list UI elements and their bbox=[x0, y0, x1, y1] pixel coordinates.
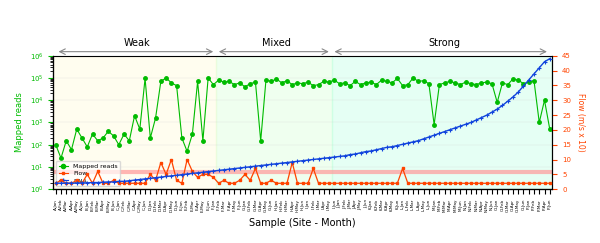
Mapped reads bbox=[79, 137, 86, 139]
Flow bbox=[73, 179, 80, 182]
Text: Mixed: Mixed bbox=[262, 38, 291, 48]
X-axis label: Sample (Site - Month): Sample (Site - Month) bbox=[250, 218, 356, 228]
DNA bbox=[415, 139, 422, 142]
Bar bbox=[53, 56, 216, 189]
Mapped reads bbox=[546, 128, 553, 130]
Flow bbox=[142, 182, 149, 185]
DNA bbox=[73, 182, 80, 185]
Legend: Mapped reads, Flow, DNA: Mapped reads, Flow, DNA bbox=[56, 161, 120, 186]
Flow bbox=[425, 182, 433, 185]
DNA bbox=[388, 145, 395, 148]
Line: Mapped reads: Mapped reads bbox=[54, 76, 551, 160]
Mapped reads bbox=[58, 157, 65, 160]
Mapped reads bbox=[399, 84, 406, 87]
Flow bbox=[546, 182, 553, 185]
Mapped reads bbox=[163, 77, 170, 79]
DNA bbox=[142, 177, 149, 180]
DNA bbox=[399, 143, 406, 146]
Text: Weak: Weak bbox=[124, 38, 151, 48]
Flow bbox=[404, 182, 412, 185]
Mapped reads bbox=[425, 82, 433, 85]
Mapped reads bbox=[147, 137, 154, 139]
Flow bbox=[394, 182, 401, 185]
Y-axis label: Mapped reads: Mapped reads bbox=[15, 93, 24, 152]
Mapped reads bbox=[410, 77, 417, 79]
Flow bbox=[52, 182, 59, 185]
Flow bbox=[420, 182, 427, 185]
DNA bbox=[420, 137, 427, 140]
DNA bbox=[546, 57, 553, 60]
Line: DNA: DNA bbox=[53, 57, 552, 185]
Mapped reads bbox=[431, 123, 438, 126]
Flow bbox=[168, 158, 175, 161]
Mapped reads bbox=[52, 143, 59, 146]
DNA bbox=[52, 182, 59, 185]
Y-axis label: Flow (m/s x 10): Flow (m/s x 10) bbox=[576, 93, 585, 152]
Text: Strong: Strong bbox=[428, 38, 461, 48]
Bar bbox=[216, 56, 332, 189]
Line: Flow: Flow bbox=[55, 158, 551, 185]
Bar bbox=[332, 56, 553, 189]
